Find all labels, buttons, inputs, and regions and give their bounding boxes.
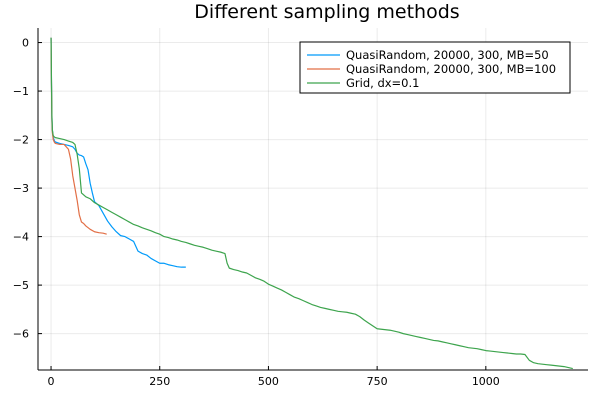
y-tick-label: −1 <box>13 85 29 98</box>
y-tick-label: −5 <box>13 279 29 292</box>
x-tick-label: 1000 <box>472 375 500 388</box>
x-tick-label: 0 <box>48 375 55 388</box>
chart-title: Different sampling methods <box>194 1 459 23</box>
axes: 0 250 500 750 1000 0 −1 −2 −3 −4 −5 −6 <box>13 28 588 388</box>
y-tick-label: −2 <box>13 134 29 147</box>
series-line-1 <box>50 37 107 235</box>
series-lines <box>50 37 573 370</box>
y-tick-label: −3 <box>13 182 29 195</box>
legend: QuasiRandom, 20000, 300, MB=50QuasiRando… <box>299 41 571 94</box>
x-tick-label: 500 <box>258 375 279 388</box>
y-tick-label: −4 <box>13 231 29 244</box>
y-tick-label: 0 <box>22 37 29 50</box>
series-line-0 <box>50 37 186 268</box>
legend-label-0: QuasiRandom, 20000, 300, MB=50 <box>346 48 549 62</box>
x-tick-label: 250 <box>149 375 170 388</box>
legend-label-2: Grid, dx=0.1 <box>346 76 419 90</box>
series-line-2 <box>50 37 573 370</box>
legend-box <box>299 41 571 94</box>
y-tick-label: −6 <box>13 328 29 341</box>
legend-label-1: QuasiRandom, 20000, 300, MB=100 <box>346 62 556 76</box>
x-tick-label: 750 <box>367 375 388 388</box>
